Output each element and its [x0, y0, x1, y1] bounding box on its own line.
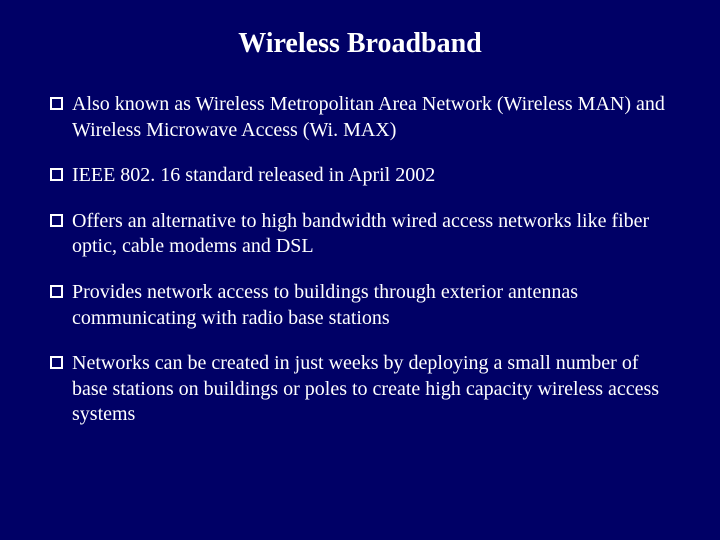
bullet-item: Also known as Wireless Metropolitan Area… — [50, 92, 670, 143]
square-bullet-icon — [50, 168, 63, 181]
bullet-item: Provides network access to buildings thr… — [50, 280, 670, 331]
bullet-item: Offers an alternative to high bandwidth … — [50, 209, 670, 260]
square-bullet-icon — [50, 285, 63, 298]
bullet-item: Networks can be created in just weeks by… — [50, 351, 670, 428]
square-bullet-icon — [50, 214, 63, 227]
bullet-text: Provides network access to buildings thr… — [72, 280, 670, 331]
square-bullet-icon — [50, 356, 63, 369]
bullet-text: IEEE 802. 16 standard released in April … — [72, 163, 670, 189]
bullet-text: Networks can be created in just weeks by… — [72, 351, 670, 428]
bullet-text: Offers an alternative to high bandwidth … — [72, 209, 670, 260]
slide-title: Wireless Broadband — [50, 28, 670, 60]
bullet-text: Also known as Wireless Metropolitan Area… — [72, 92, 670, 143]
square-bullet-icon — [50, 97, 63, 110]
bullet-item: IEEE 802. 16 standard released in April … — [50, 163, 670, 189]
